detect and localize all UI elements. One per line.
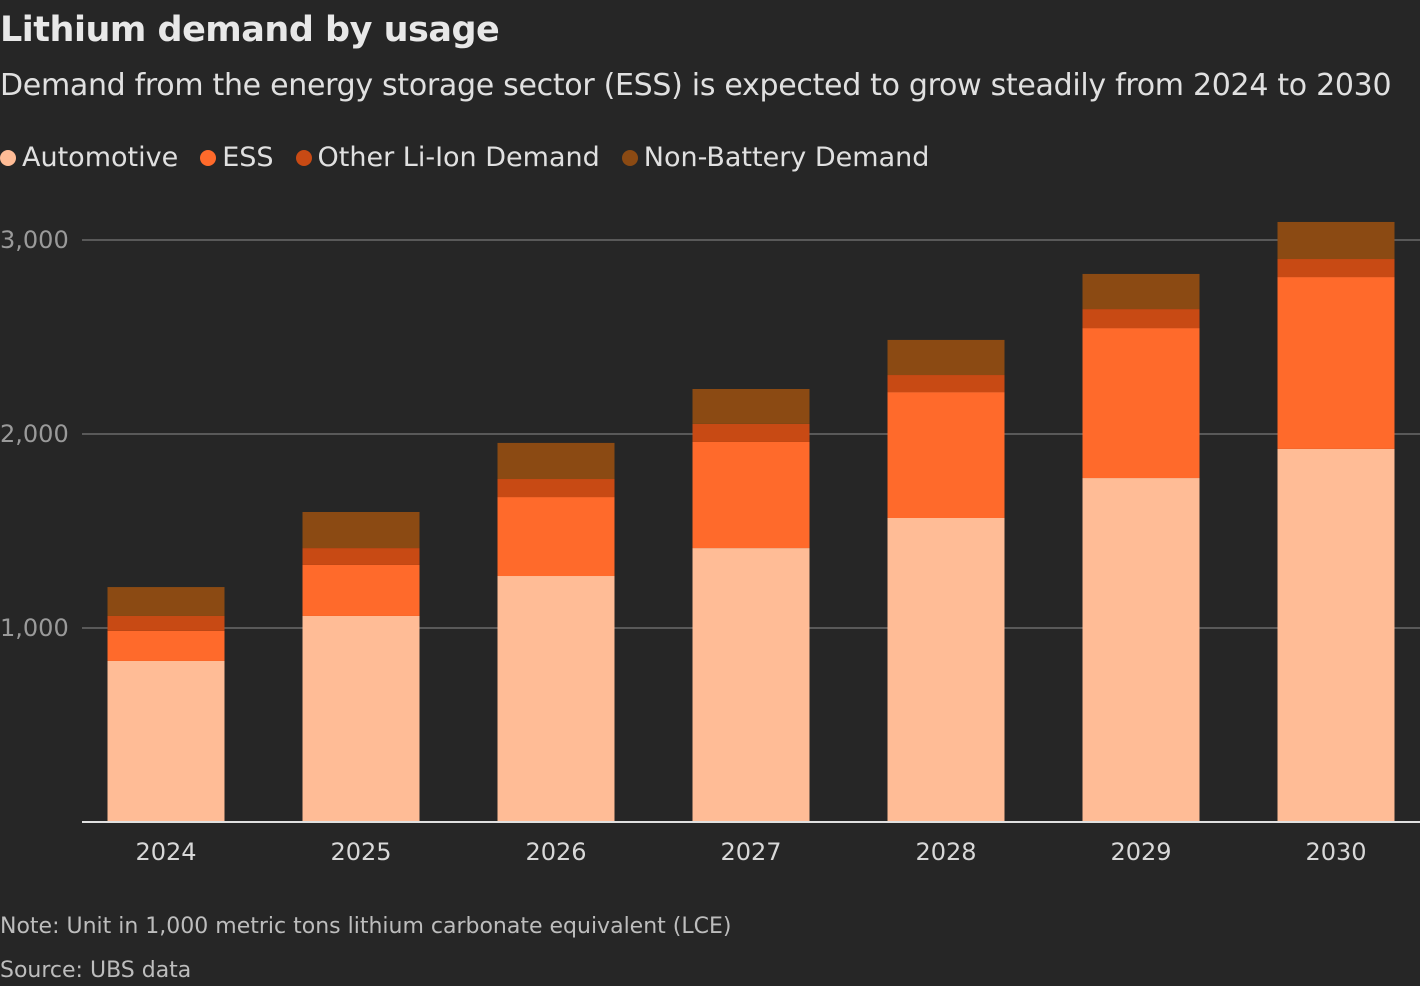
x-tick-label: 2030 [1305,838,1366,866]
bar-segment-non-battery-demand [302,511,420,549]
bar-segment-automotive [692,548,810,822]
y-tick-label: 1,000 [0,614,69,642]
x-tick-label: 2028 [915,838,976,866]
bar-segment-non-battery-demand [692,388,810,424]
bar-segment-other-li-ion-demand [887,375,1005,393]
bar-segment-other-li-ion-demand [692,423,810,442]
bar-segment-automotive [1082,478,1200,822]
bar-segment-other-li-ion-demand [107,615,225,631]
bar-segment-non-battery-demand [497,442,615,480]
legend-swatch [295,149,312,166]
legend-swatch [0,149,16,166]
bar-segment-non-battery-demand [107,587,225,616]
chart-note: Note: Unit in 1,000 metric tons lithium … [0,914,732,939]
bar-segment-ess [692,441,810,549]
legend-item-automotive: Automotive [0,142,178,173]
legend-swatch [621,149,638,166]
bar-segment-non-battery-demand [1277,221,1395,260]
y-tick-label: 3,000 [0,226,69,254]
y-tick-label: 2,000 [0,420,69,448]
x-tick-label: 2024 [135,838,196,866]
bar-segment-other-li-ion-demand [302,548,420,565]
legend-swatch [200,149,217,166]
legend-item-non-battery: Non-Battery Demand [621,142,930,173]
bar-segment-other-li-ion-demand [1082,309,1200,329]
bar-segment-automotive [302,615,420,822]
bar-segment-ess [107,630,225,661]
bar-segment-ess [1082,328,1200,479]
chart-subtitle: Demand from the energy storage sector (E… [0,68,1392,103]
x-tick-label: 2029 [1110,838,1171,866]
x-tick-label: 2026 [525,838,586,866]
legend-label: Other Li-Ion Demand [317,142,600,173]
bar-segment-ess [887,392,1005,519]
bar-segment-ess [1277,277,1395,449]
bar-segment-non-battery-demand [887,339,1005,376]
legend-item-ess: ESS [200,142,274,173]
bar-segment-non-battery-demand [1082,273,1200,310]
bar-segment-automotive [497,576,615,822]
bar-segment-ess [302,564,420,616]
chart-title: Lithium demand by usage [0,10,500,50]
legend-label: Automotive [22,142,179,173]
bar-segment-ess [497,497,615,577]
bar-segment-automotive [887,518,1005,822]
bar-segment-other-li-ion-demand [497,479,615,498]
legend-label: ESS [222,142,274,173]
bar-segment-automotive [1277,448,1395,822]
legend-label: Non-Battery Demand [643,142,930,173]
bar-segment-automotive [107,660,225,822]
bar-segment-other-li-ion-demand [1277,259,1395,278]
legend-item-other-li-ion: Other Li-Ion Demand [295,142,600,173]
legend: Automotive ESS Other Li-Ion Demand Non-B… [0,142,929,173]
x-tick-label: 2027 [720,838,781,866]
chart-source: Source: UBS data [0,958,192,983]
x-tick-label: 2025 [330,838,391,866]
